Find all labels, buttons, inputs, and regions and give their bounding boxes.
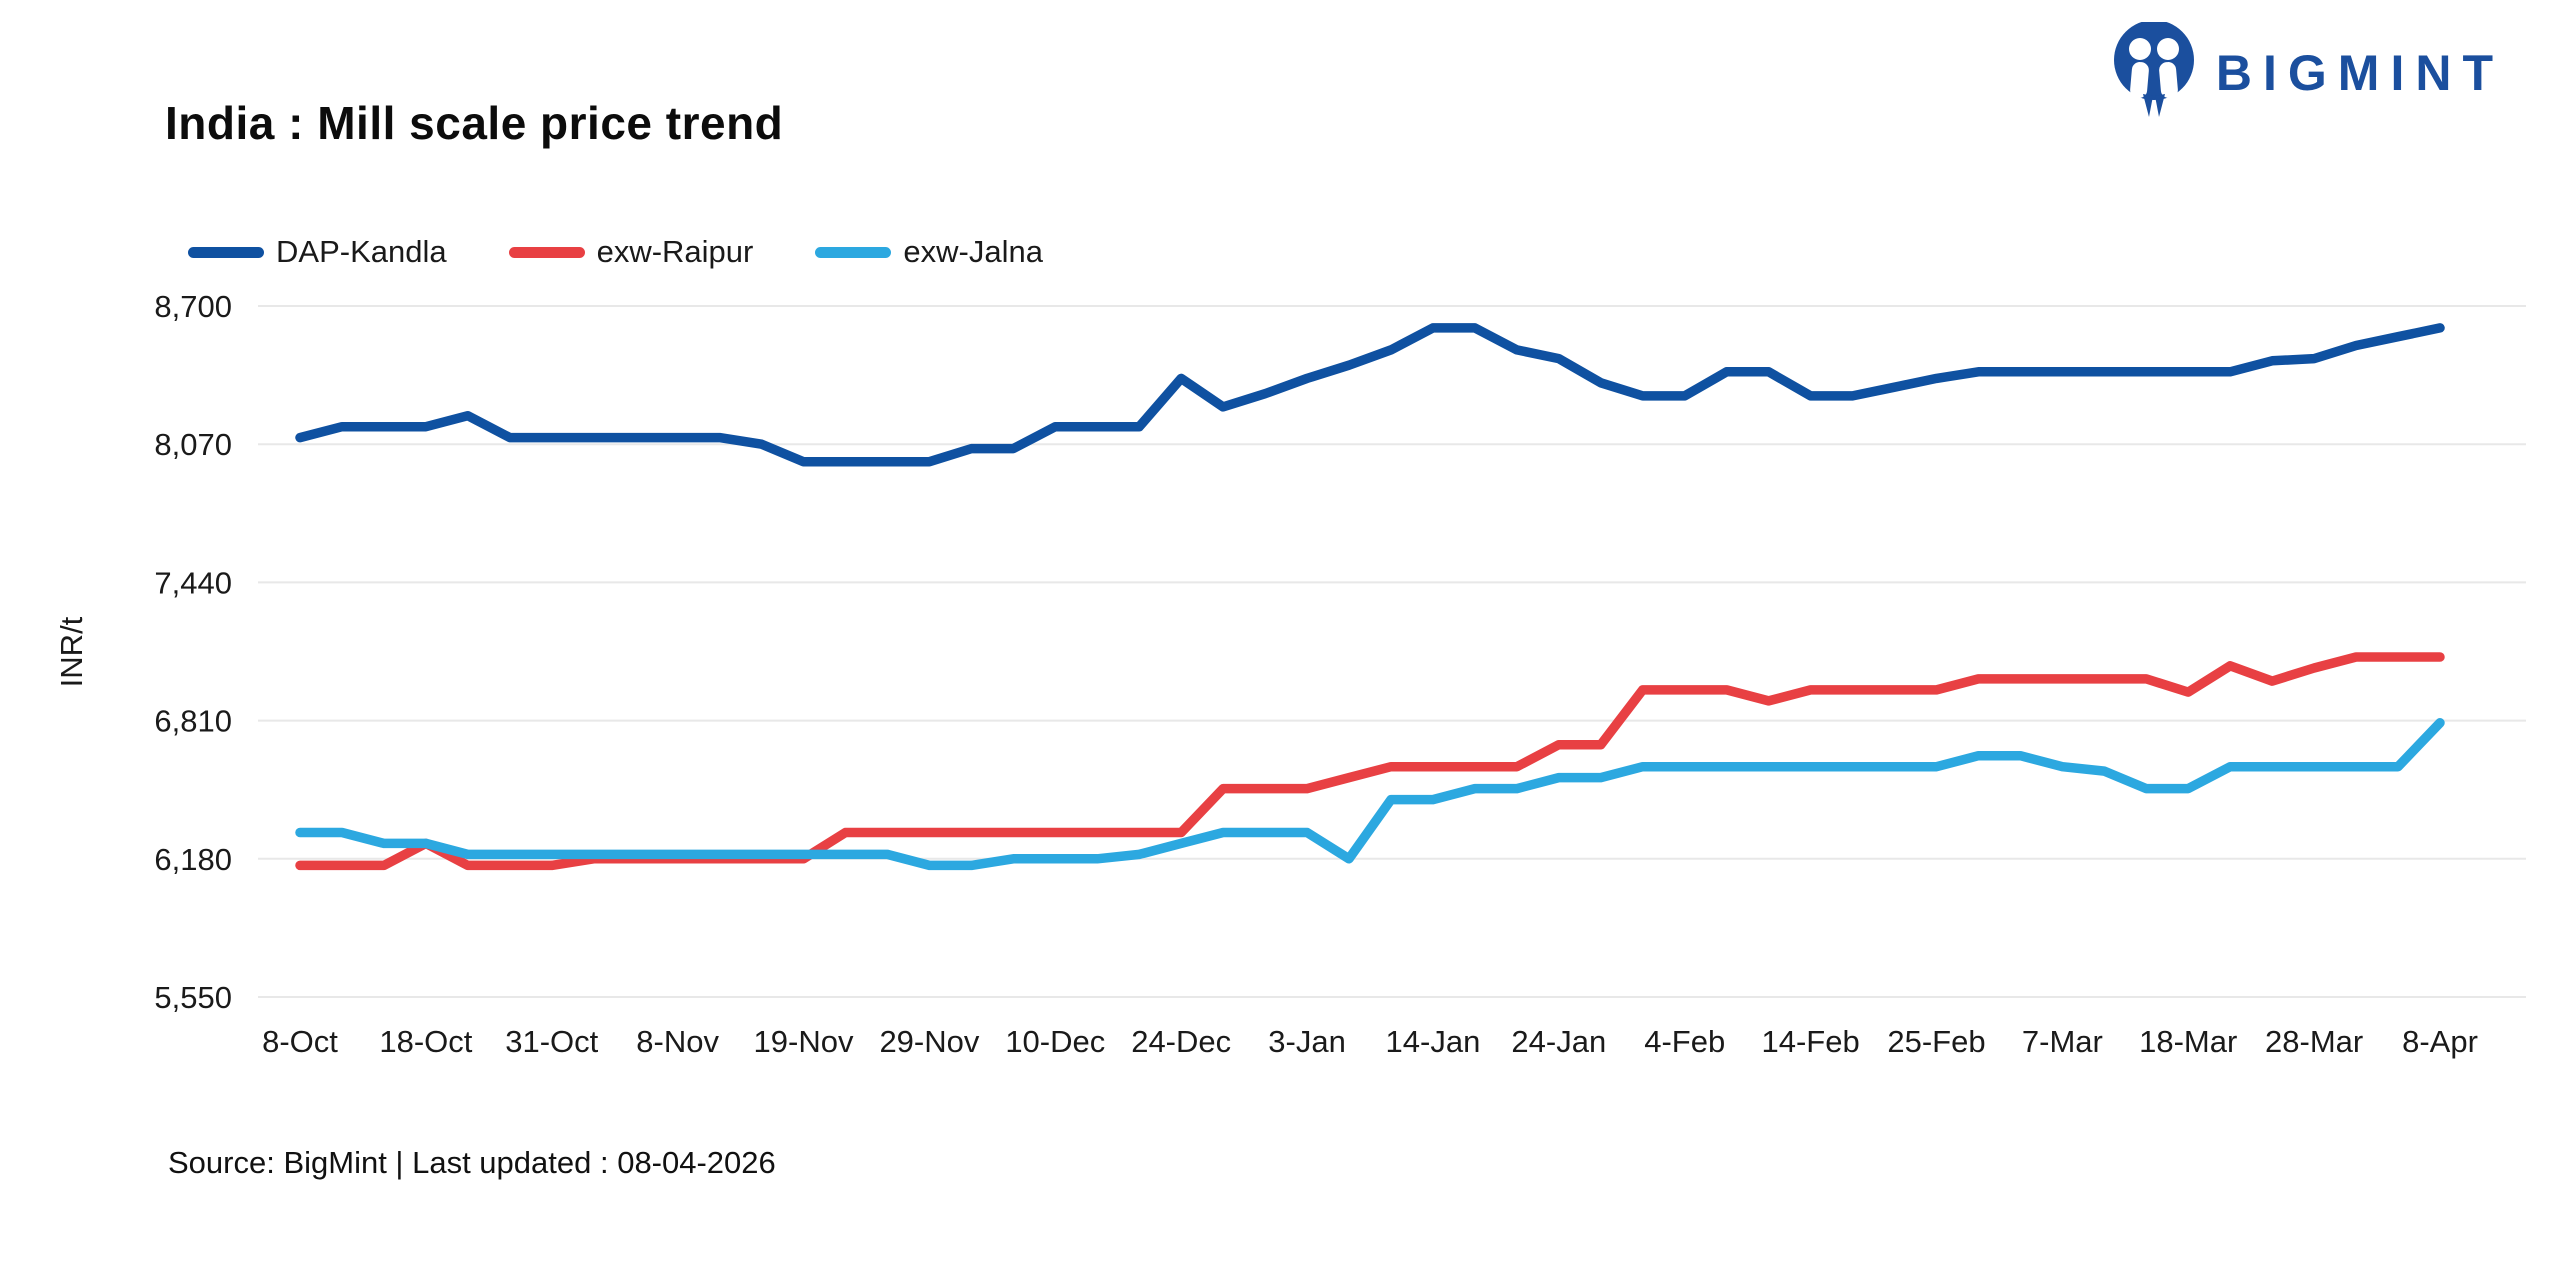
x-tick-label: 18-Mar xyxy=(2139,1024,2237,1059)
legend-item-label: exw-Raipur xyxy=(596,234,754,269)
x-tick-label: 18-Oct xyxy=(379,1024,472,1059)
y-tick-label: 6,180 xyxy=(154,842,232,877)
legend-swatch-icon xyxy=(508,246,585,258)
x-tick-label: 7-Mar xyxy=(2022,1024,2103,1059)
legend-swatch-icon xyxy=(188,246,264,258)
bigmint-logo-icon xyxy=(2112,20,2196,123)
x-tick-label: 8-Apr xyxy=(2402,1024,2478,1059)
x-tick-label: 14-Feb xyxy=(1761,1024,1859,1059)
x-tick-label: 19-Nov xyxy=(754,1024,854,1059)
series-line-dap-kandla xyxy=(295,323,2445,467)
legend-item-exw-raipur[interactable]: exw-Raipur xyxy=(508,234,754,270)
y-tick-label: 7,440 xyxy=(154,565,232,600)
legend-item-dap-kandla[interactable]: DAP-Kandla xyxy=(188,234,447,270)
x-tick-label: 10-Dec xyxy=(1005,1024,1105,1059)
source-note: Source: BigMint | Last updated : 08-04-2… xyxy=(168,1145,776,1180)
chart-legend: DAP-Kandla exw-Raipur exw-Jalna xyxy=(188,234,1043,270)
x-tick-label: 8-Nov xyxy=(636,1024,719,1059)
brand-name: BIGMINT xyxy=(2215,44,2504,101)
legend-item-label: DAP-Kandla xyxy=(276,234,447,269)
x-tick-label: 3-Jan xyxy=(1268,1024,1346,1059)
x-tick-label: 24-Jan xyxy=(1511,1024,1606,1059)
legend-swatch-icon xyxy=(815,246,892,258)
x-tick-label: 24-Dec xyxy=(1131,1024,1231,1059)
series-line-exw-jalna xyxy=(295,718,2445,871)
y-axis-title: INR/t xyxy=(54,616,89,687)
y-tick-label: 8,070 xyxy=(154,427,232,462)
brand-logo: BIGMINT xyxy=(2112,20,2504,123)
page-title: India : Mill scale price trend xyxy=(165,97,784,149)
x-tick-label: 4-Feb xyxy=(1644,1024,1725,1059)
x-tick-label: 31-Oct xyxy=(505,1024,598,1059)
x-tick-label: 29-Nov xyxy=(879,1024,979,1059)
legend-item-label: exw-Jalna xyxy=(903,234,1043,269)
legend-item-exw-jalna[interactable]: exw-Jalna xyxy=(815,234,1043,270)
x-tick-label: 25-Feb xyxy=(1887,1024,1985,1059)
y-tick-label: 6,810 xyxy=(154,704,232,739)
y-tick-label: 8,700 xyxy=(154,289,232,324)
y-tick-label: 5,550 xyxy=(154,980,232,1015)
x-tick-label: 14-Jan xyxy=(1386,1024,1481,1059)
x-tick-label: 28-Mar xyxy=(2265,1024,2363,1059)
x-tick-label: 8-Oct xyxy=(262,1024,338,1059)
